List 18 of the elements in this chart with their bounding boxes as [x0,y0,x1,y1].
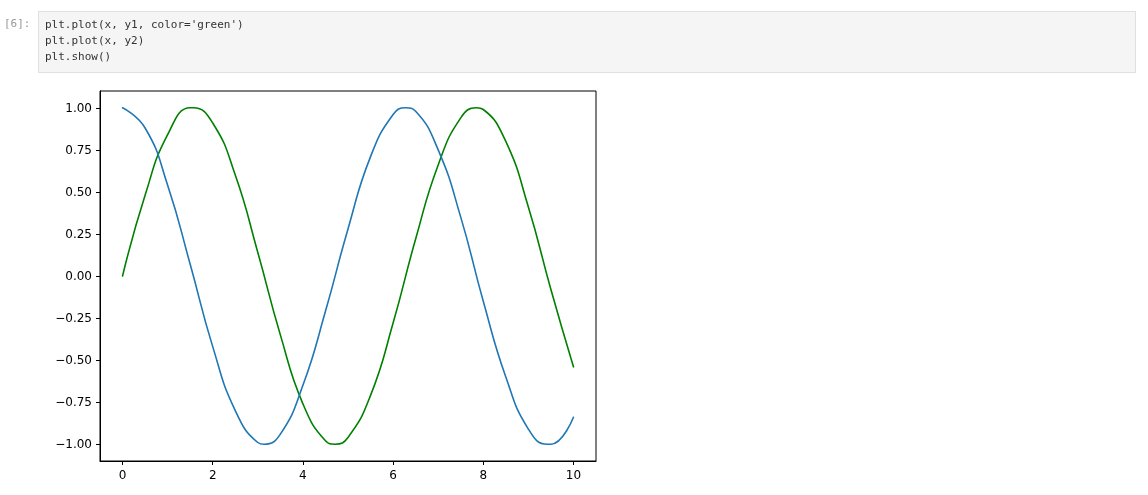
y-tick-label: 0.50 [65,184,92,199]
y-tick-label: 0.00 [65,269,92,283]
y-tick-label: −0.25 [55,311,92,326]
x-tick-label: 0 [118,468,127,482]
y-tick-label: 0.25 [65,226,92,241]
y-tick-label: −0.50 [55,353,92,368]
y-tick-label: 0.75 [65,142,92,157]
x-tick-label: 10 [565,468,582,482]
x-tick-label: 8 [479,468,488,482]
text: plt.plot(x, y1, color='green') plt.plot(x, y2) plt.show() [45,17,245,65]
x-tick-label: 4 [299,468,307,482]
y-tick-label: −0.75 [55,395,92,410]
y-tick-label: −1.00 [55,437,92,452]
x-tick-label: 2 [208,468,217,482]
text: [6]: [4,17,31,30]
x-tick-label: 6 [389,468,397,482]
line-series [121,107,575,445]
y-tick-label: 1.00 [65,100,92,115]
